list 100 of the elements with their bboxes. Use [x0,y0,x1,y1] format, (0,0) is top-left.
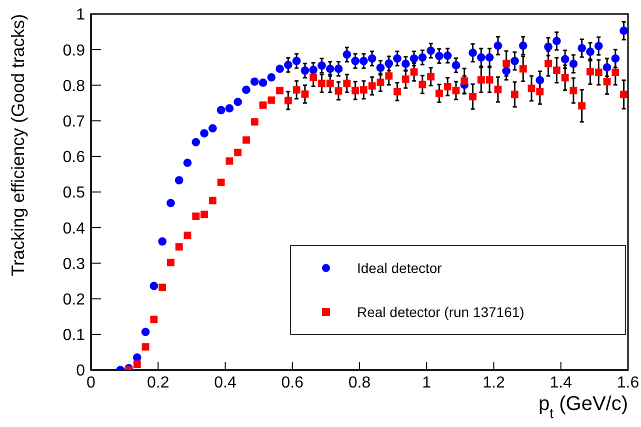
point [200,129,208,138]
point [510,56,519,66]
point [594,42,603,50]
point [132,353,142,362]
point [310,74,318,82]
y-tick-label: 1 [76,6,86,24]
point [586,68,594,76]
y-axis-title: Tracking efficiency (Good tracks) [8,14,28,276]
point [259,101,267,109]
point [620,90,628,98]
point [234,148,242,156]
point [427,72,435,80]
y-tick-label: 0.6 [62,149,86,166]
point [192,138,200,146]
point [519,65,527,73]
point [385,72,393,80]
point [368,82,376,90]
point [418,53,427,62]
point [250,118,258,126]
point [192,212,200,220]
point [620,26,628,35]
point [158,237,167,246]
point [452,61,460,70]
x-tick-label: 1.4 [550,374,572,392]
point [150,282,158,290]
point [318,61,326,70]
point [217,178,225,186]
point [376,78,384,86]
point [502,60,510,68]
point [518,42,528,50]
point [301,90,309,98]
point [334,87,342,95]
point [343,80,351,88]
y-tick-label: 0.5 [62,184,86,202]
point [560,55,570,64]
point [485,53,494,62]
point [184,232,192,240]
point [594,68,602,76]
point [502,66,511,76]
point [276,64,284,73]
point [443,51,452,60]
point [284,96,292,104]
point [175,243,183,251]
point [536,76,544,84]
point [552,36,561,46]
point [368,54,376,63]
point [208,124,217,132]
point [444,82,452,90]
y-tick-label: 0.1 [62,327,86,344]
y-tick-label: 0.4 [62,220,86,238]
point [352,86,360,94]
point [418,80,426,88]
x-tick-label: 1.2 [482,374,505,392]
x-tick-label: 0.4 [214,374,236,392]
point [150,316,158,324]
point [511,90,518,98]
point [242,86,250,94]
point [268,96,276,104]
point [292,56,301,66]
point [544,60,552,68]
legend-label: Ideal detector [357,260,442,276]
point [360,86,368,94]
point [476,53,486,62]
point [426,46,436,55]
point [486,76,494,84]
x-axis-title: p$_{t}$ (GeV/c) [538,393,628,421]
point [384,59,394,68]
y-tick-label: 0.2 [62,291,86,308]
x-tick-label: 0.8 [348,374,371,392]
point [402,75,410,83]
point [326,64,334,73]
point [410,54,418,63]
point [208,196,216,204]
x-tick-label: 1.6 [616,374,640,392]
point [436,90,443,98]
point [394,88,401,96]
point [158,284,166,292]
point [234,98,242,106]
point [250,77,259,86]
point [292,86,300,94]
point [435,52,444,60]
point [494,42,502,50]
point [267,73,276,82]
point [167,258,174,266]
point [477,76,485,84]
point [334,64,343,73]
point [225,104,234,113]
legend-label: Real detector (run 137161) [357,304,524,320]
point [494,86,502,94]
point [318,80,326,88]
point [536,88,544,96]
point [578,102,586,110]
point [216,106,226,114]
y-tick-label: 0 [76,362,86,380]
point [300,66,310,75]
point [578,44,586,52]
point [376,64,385,72]
point [468,48,477,57]
point [174,176,184,184]
point [284,60,292,70]
